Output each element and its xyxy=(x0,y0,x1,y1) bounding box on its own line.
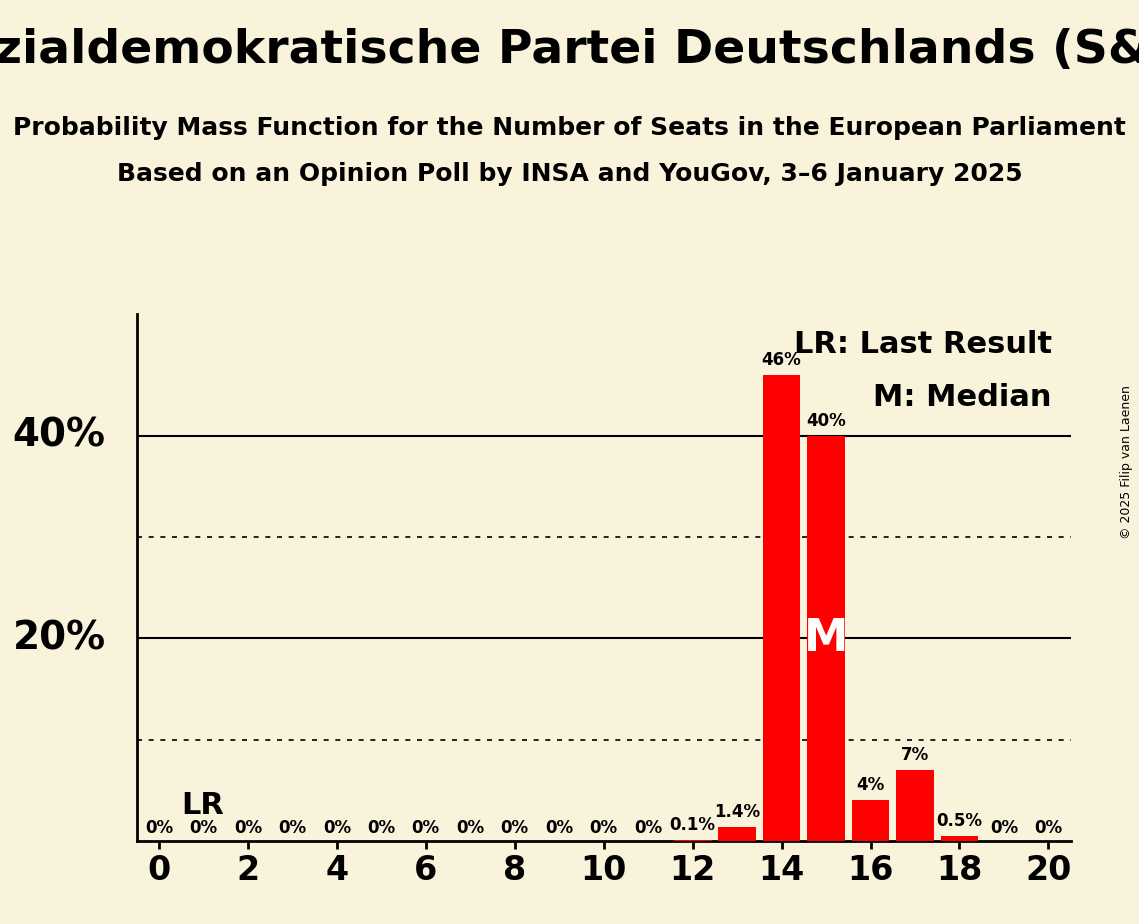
Text: 0%: 0% xyxy=(501,819,528,837)
Text: 0%: 0% xyxy=(990,819,1018,837)
Text: 4%: 4% xyxy=(857,776,885,795)
Text: LR: LR xyxy=(181,791,224,820)
Text: 0%: 0% xyxy=(457,819,484,837)
Bar xyxy=(896,770,934,841)
Text: 0%: 0% xyxy=(1034,819,1063,837)
Bar xyxy=(763,375,801,841)
Text: Probability Mass Function for the Number of Seats in the European Parliament: Probability Mass Function for the Number… xyxy=(13,116,1126,140)
Text: 40%: 40% xyxy=(806,411,846,430)
Bar xyxy=(808,436,845,841)
Text: 46%: 46% xyxy=(762,351,802,369)
Text: 0%: 0% xyxy=(367,819,395,837)
Text: Based on an Opinion Poll by INSA and YouGov, 3–6 January 2025: Based on an Opinion Poll by INSA and You… xyxy=(116,162,1023,186)
Text: 0%: 0% xyxy=(145,819,173,837)
Text: 0%: 0% xyxy=(590,819,617,837)
Text: 7%: 7% xyxy=(901,746,929,764)
Text: Sozialdemokratische Partei Deutschlands (S&D): Sozialdemokratische Partei Deutschlands … xyxy=(0,28,1139,73)
Text: 0%: 0% xyxy=(189,819,218,837)
Text: 0%: 0% xyxy=(634,819,662,837)
Text: M: Median: M: Median xyxy=(874,383,1052,411)
Bar xyxy=(941,836,978,841)
Bar xyxy=(719,827,756,841)
Text: 0%: 0% xyxy=(233,819,262,837)
Text: LR: Last Result: LR: Last Result xyxy=(794,330,1052,359)
Bar xyxy=(673,840,712,841)
Text: © 2025 Filip van Laenen: © 2025 Filip van Laenen xyxy=(1121,385,1133,539)
Text: 0%: 0% xyxy=(322,819,351,837)
Bar xyxy=(852,800,890,841)
Text: 20%: 20% xyxy=(13,619,106,657)
Text: 0.1%: 0.1% xyxy=(670,816,715,833)
Text: 0%: 0% xyxy=(546,819,573,837)
Text: 40%: 40% xyxy=(13,417,106,455)
Text: 1.4%: 1.4% xyxy=(714,803,760,821)
Text: 0.5%: 0.5% xyxy=(936,811,983,830)
Text: 0%: 0% xyxy=(278,819,306,837)
Text: M: M xyxy=(804,617,849,660)
Text: 0%: 0% xyxy=(411,819,440,837)
